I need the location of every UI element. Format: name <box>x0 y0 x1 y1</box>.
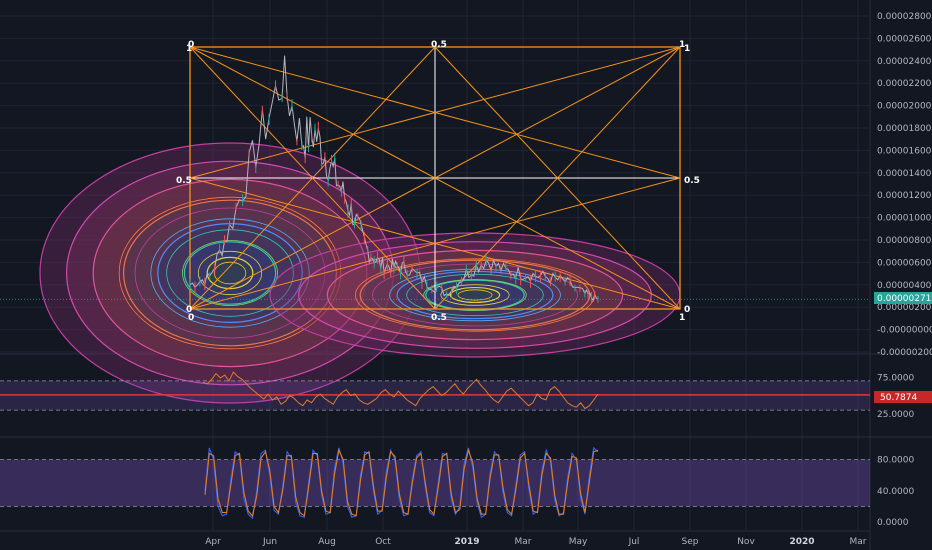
price-tick-label: 0.00000800 <box>877 236 932 246</box>
circle-left-ring-1 <box>66 160 394 386</box>
circle-right-ring-3 <box>359 259 591 331</box>
time-tick-label: Apr <box>205 537 221 547</box>
price-tick-label: 0.00000400 <box>877 281 932 291</box>
time-tick-label: Oct <box>375 537 391 547</box>
stoch-d-line <box>204 448 599 517</box>
fib-labels: 1 0 0.5 1 1 0.5 0.5 0 0 0 0.5 1 <box>176 40 700 323</box>
fib-label-bottom-left: 0 <box>186 305 192 315</box>
fib-label-mid-bottom: 0.5 <box>431 313 447 323</box>
circle-left-inner-4 <box>166 229 294 317</box>
time-tick-label: Mar <box>515 537 532 547</box>
time-tick-label: Aug <box>318 537 336 547</box>
current-price-label: 0.00000271 <box>877 294 931 304</box>
fib-circles <box>39 142 681 404</box>
fib-label-top-left: 1 <box>186 44 192 54</box>
fib-line-4 <box>189 46 436 310</box>
circle-right-ring-1 <box>298 241 652 349</box>
price-axis[interactable]: 0.00002800 0.00002600 0.00002400 0.00002200… <box>877 12 932 358</box>
circle-left-inner-3 <box>182 240 278 306</box>
time-tick-label: May <box>569 537 588 547</box>
stoch-panel: 80.0000 40.0000 0.0000 <box>0 446 914 528</box>
value-tags: 0.00000271 50.7874 <box>874 292 932 403</box>
time-axis[interactable]: Apr Jun Aug Oct 2019 Mar May Jul Sep Nov 2020 Mar <box>0 530 870 547</box>
rsi-panel: 75.0000 25.0000 <box>0 371 914 420</box>
time-tick-label: Sep <box>682 537 699 547</box>
rsi-line <box>202 371 599 410</box>
time-tick-label: Nov <box>737 537 755 547</box>
price-tick-label: 0.00002000 <box>877 102 932 112</box>
time-tick-label: Jun <box>262 537 277 547</box>
rsi-tick-label: 75.0000 <box>877 373 914 383</box>
price-tick-label: 0.00001200 <box>877 191 932 201</box>
price-tick-label: 0.00001600 <box>877 146 932 156</box>
circle-left-inner-1 <box>213 261 247 285</box>
stoch-tick-label: 80.0000 <box>877 456 914 466</box>
fib-label-mid-top: 0.5 <box>431 40 447 50</box>
price-tick-label: 0.00000200 <box>877 303 932 313</box>
time-tick-label: Jul <box>628 537 640 547</box>
price-tick-label: 0.00002400 <box>877 57 932 67</box>
fib-label-bottom-right: 0 <box>684 305 690 315</box>
circle-right-inner-2 <box>440 284 510 306</box>
fib-line-1 <box>189 46 681 310</box>
price-tick-label: 0.00002200 <box>877 79 932 89</box>
fib-label-left-bottom: 0 <box>188 313 194 323</box>
circle-right-inner-3 <box>423 279 527 311</box>
price-tick-label: 0.00002600 <box>877 34 932 44</box>
fib-box <box>189 46 681 310</box>
fib-label-top-right: 1 <box>684 44 690 54</box>
circle-left-inner-7 <box>118 196 342 350</box>
time-tick-label: Mar <box>850 537 867 547</box>
circle-left-ring-4 <box>157 223 303 324</box>
rsi-tick-label: 25.0000 <box>877 410 914 420</box>
circle-right-inner-1 <box>457 289 493 301</box>
stoch-band <box>0 459 870 507</box>
price-tick-label: 0.00000600 <box>877 258 932 268</box>
rsi-value-tag <box>874 391 932 403</box>
fib-line-8 <box>189 46 681 179</box>
price-series <box>0 55 870 304</box>
fib-label-middle-right: 0.5 <box>684 176 700 186</box>
stoch-tick-label: 0.0000 <box>877 518 909 528</box>
fib-line-9 <box>189 177 681 310</box>
circle-right-inner-6 <box>372 263 578 327</box>
price-tick-label: 0.00001800 <box>877 124 932 134</box>
price-tick-label: -0.00000000 <box>877 326 932 336</box>
circle-left-ring-2 <box>92 178 368 368</box>
price-tick-label: 0.00001400 <box>877 169 932 179</box>
price-tick-label: 0.00002800 <box>877 12 932 22</box>
stoch-tick-label: 40.0000 <box>877 487 914 497</box>
circle-right-inner-4 <box>406 273 544 317</box>
fib-label-right-bottom: 1 <box>679 313 685 323</box>
fib-label-middle-left: 0.5 <box>176 176 192 186</box>
circle-left-inner-5 <box>150 218 310 328</box>
current-price-tag <box>874 292 932 304</box>
fib-line-5 <box>434 46 681 310</box>
circle-left-inner-2 <box>197 250 263 296</box>
rsi-value-label: 50.7874 <box>880 393 917 403</box>
fib-label-left-top: 0 <box>188 40 194 50</box>
circle-left-ring-5 <box>183 241 277 305</box>
time-tick-label: 2019 <box>454 537 479 547</box>
price-tick-label: -0.00000200 <box>877 348 932 358</box>
time-tick-label: 2020 <box>789 537 814 547</box>
price-tick-label: 0.00001000 <box>877 214 932 224</box>
fib-label-right-top: 1 <box>679 40 685 50</box>
